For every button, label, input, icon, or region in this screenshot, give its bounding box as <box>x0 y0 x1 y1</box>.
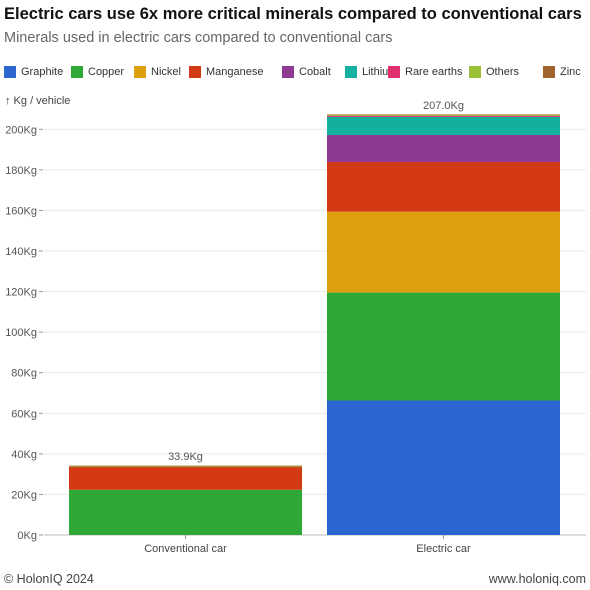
legend-item-others[interactable]: Others <box>469 65 519 79</box>
bar-segment-others[interactable] <box>69 466 302 468</box>
copyright-text: © HolonIQ 2024 <box>4 572 94 586</box>
bar-segment-copper[interactable] <box>327 292 560 401</box>
bar-total-label: 33.9Kg <box>168 451 203 463</box>
bar-segment-zinc[interactable] <box>69 465 302 467</box>
y-tick-label: 120Kg <box>5 287 37 299</box>
bar-segment-lithium[interactable] <box>327 116 560 135</box>
bar-segment-cobalt[interactable] <box>327 134 560 162</box>
x-tick-label: Conventional car <box>144 543 227 555</box>
legend-swatch-others <box>469 66 481 78</box>
bar-segment-manganese[interactable] <box>69 467 302 490</box>
y-tick-label: 160Kg <box>5 205 37 217</box>
legend-item-copper[interactable]: Copper <box>71 65 124 79</box>
bar-segment-manganese[interactable] <box>327 161 560 212</box>
legend-swatch-graphite <box>4 66 16 78</box>
y-tick-label: 0Kg <box>17 530 37 542</box>
y-axis-label: ↑ Kg / vehicle <box>5 95 70 107</box>
y-tick-label: 140Kg <box>5 246 37 258</box>
chart-title: Electric cars use 6x more critical miner… <box>4 5 582 23</box>
legend-label-zinc: Zinc <box>560 66 581 78</box>
y-tick-label: 200Kg <box>5 124 37 136</box>
legend-swatch-zinc <box>543 66 555 78</box>
bar-total-label: 207.0Kg <box>423 100 464 112</box>
legend-swatch-nickel <box>134 66 146 78</box>
legend-item-manganese[interactable]: Manganese <box>189 65 264 79</box>
legend-swatch-manganese <box>189 66 201 78</box>
legend-label-cobalt: Cobalt <box>299 66 331 78</box>
bar-segment-others[interactable] <box>327 115 560 116</box>
chart-legend: Graphite Copper Nickel Manganese Cobalt Lithi… <box>4 65 590 79</box>
legend-label-manganese: Manganese <box>206 66 264 78</box>
legend-label-nickel: Nickel <box>151 66 181 78</box>
legend-swatch-cobalt <box>282 66 294 78</box>
y-tick-label: 80Kg <box>11 368 37 380</box>
legend-item-nickel[interactable]: Nickel <box>134 65 181 79</box>
stacked-bar-chart: 0Kg 20Kg 40Kg 60Kg 80Kg 100Kg 120Kg 140Kg 160Kg 1… <box>5 95 586 555</box>
legend-swatch-lithium <box>345 66 357 78</box>
legend-item-rare-earths[interactable]: Rare earths <box>388 65 462 79</box>
y-tick-label: 60Kg <box>11 408 37 420</box>
website-link[interactable]: www.holoniq.com <box>488 572 586 586</box>
legend-swatch-copper <box>71 66 83 78</box>
bar-segment-zinc[interactable] <box>327 114 560 116</box>
x-tick-label: Electric car <box>416 543 471 555</box>
legend-item-cobalt[interactable]: Cobalt <box>282 65 331 79</box>
bar-segment-graphite[interactable] <box>327 400 560 535</box>
y-tick-label: 180Kg <box>5 165 37 177</box>
chart-subtitle: Minerals used in electric cars compared … <box>4 30 393 46</box>
bar-segment-rare-earths[interactable] <box>327 115 560 117</box>
legend-label-others: Others <box>486 66 520 78</box>
y-tick-label: 100Kg <box>5 327 37 339</box>
bar-segment-copper[interactable] <box>69 489 302 535</box>
bar-segment-nickel[interactable] <box>327 211 560 293</box>
y-tick-label: 20Kg <box>11 489 37 501</box>
legend-item-graphite[interactable]: Graphite <box>4 65 63 79</box>
legend-item-zinc[interactable]: Zinc <box>543 65 581 79</box>
legend-label-graphite: Graphite <box>21 66 64 78</box>
legend-swatch-rare-earths <box>388 66 400 78</box>
legend-label-copper: Copper <box>88 66 125 78</box>
y-tick-label: 40Kg <box>11 449 37 461</box>
legend-label-rare-earths: Rare earths <box>405 66 463 78</box>
